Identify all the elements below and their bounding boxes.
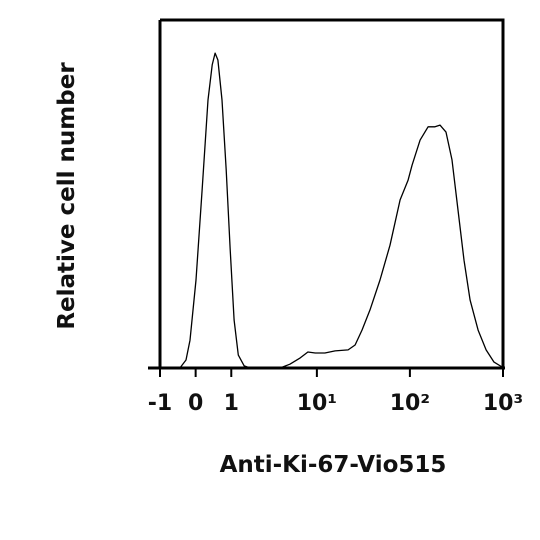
histogram-line — [179, 52, 503, 369]
x-tick-label: 10³ — [483, 391, 523, 416]
x-tick-label: 10² — [390, 391, 430, 416]
x-axis-label: Anti-Ki-67-Vio515 — [220, 452, 447, 478]
frame — [160, 18, 505, 368]
x-tick-label: 0 — [188, 391, 203, 416]
x-tick-label: -1 — [148, 391, 172, 416]
y-axis-label: Relative cell number — [54, 62, 80, 330]
x-tick-label: 10¹ — [297, 391, 337, 416]
x-tick-label: 1 — [224, 391, 239, 416]
